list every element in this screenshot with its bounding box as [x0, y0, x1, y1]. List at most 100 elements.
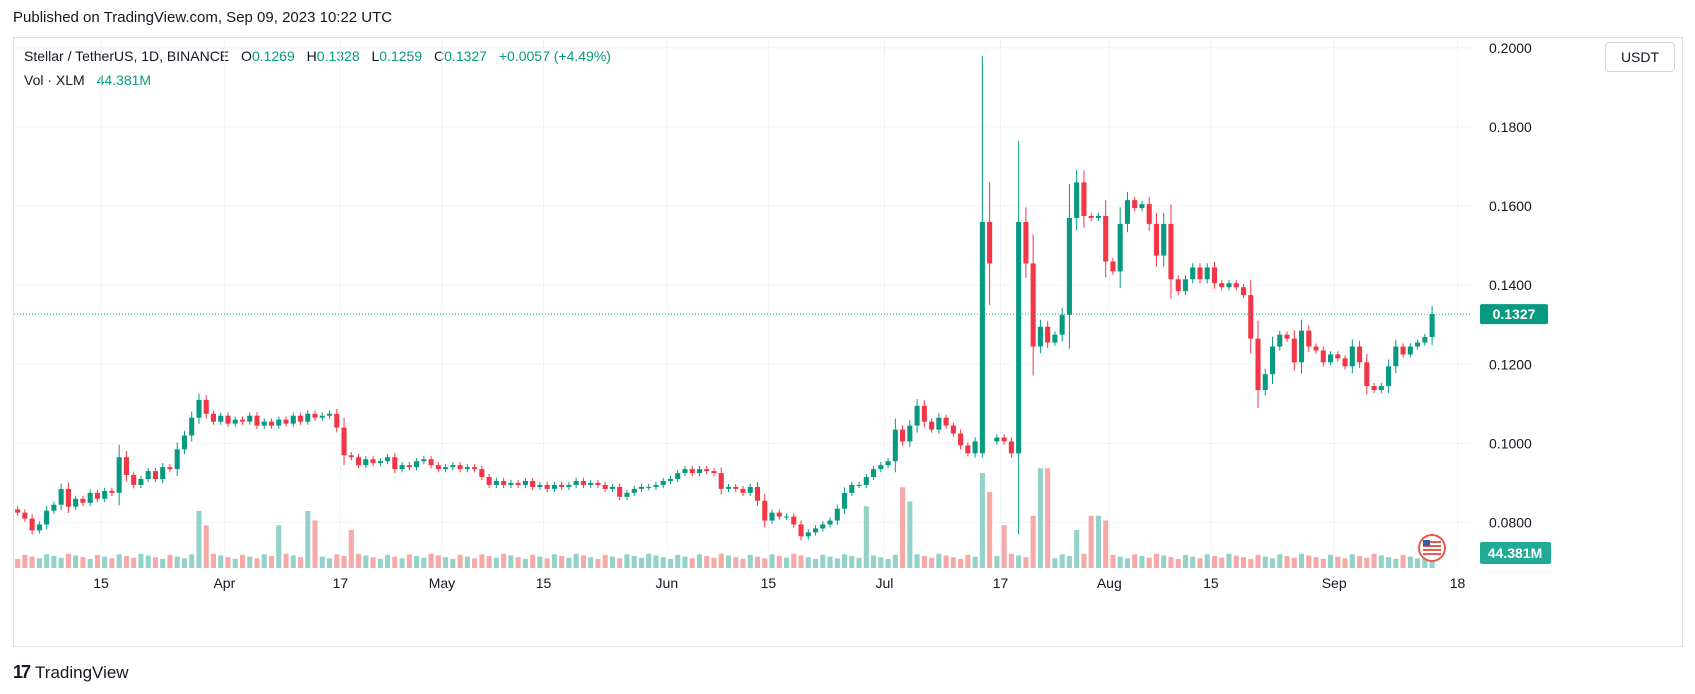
us-flag-icon	[1418, 534, 1446, 562]
candle-up	[1298, 330, 1305, 363]
candle-down	[689, 469, 695, 474]
volume-bar	[196, 511, 202, 568]
candle-down	[1045, 326, 1051, 343]
candle-up	[660, 480, 666, 485]
volume-bar	[1161, 555, 1167, 568]
volume-bar	[1364, 557, 1370, 568]
volume-bar	[1066, 556, 1072, 568]
volume-bar	[515, 557, 521, 568]
volume-bar	[522, 558, 528, 568]
volume-bar	[1400, 554, 1406, 568]
volume-bar	[863, 506, 869, 568]
volume-bar	[617, 558, 623, 568]
candle-up	[696, 469, 703, 474]
volume-bar	[334, 554, 340, 568]
candle-down	[80, 498, 86, 503]
candle-down	[740, 488, 746, 493]
candle-down	[929, 421, 935, 430]
volume-bar	[1103, 520, 1109, 568]
volume-bar	[225, 557, 231, 568]
volume-bar	[297, 557, 304, 568]
candle-up	[863, 477, 869, 485]
chart-frame	[13, 37, 1683, 647]
volume-bar	[22, 554, 28, 568]
time-tick-label: 17	[333, 575, 349, 591]
volume-badge-label: 44.381M	[1488, 545, 1542, 561]
volume-bar	[131, 557, 137, 568]
volume-bar	[94, 554, 100, 568]
volume-bar	[1291, 557, 1297, 568]
candle-down	[515, 482, 521, 485]
volume-bar	[537, 556, 543, 568]
volume-bar	[326, 558, 333, 568]
candle-up	[1161, 223, 1167, 256]
candle-down	[776, 512, 782, 517]
candle-down	[22, 512, 28, 519]
volume-bar	[1081, 553, 1087, 568]
volume-bar	[609, 556, 615, 568]
symbol-title[interactable]: Stellar / TetherUS, 1D, BINANCE	[24, 48, 230, 64]
volume-bar	[921, 556, 927, 568]
volume-bar	[1132, 554, 1138, 568]
volume-bar	[1197, 558, 1203, 568]
price-tick-label: 0.1000	[1489, 435, 1532, 451]
volume-bar	[1088, 515, 1094, 568]
volume-bar	[1219, 557, 1225, 568]
candle-up	[1016, 221, 1022, 454]
time-axis[interactable]: 15 Apr 17 May 15 Jun 15 Jul 17 Aug 15 Sep 18	[93, 575, 1465, 591]
volume-bar	[834, 558, 840, 568]
candle-up	[638, 486, 644, 489]
candle-up	[102, 490, 108, 499]
candle-down	[602, 484, 608, 489]
candle-down	[1371, 386, 1377, 391]
volume-bar	[356, 553, 362, 568]
volume-bar	[892, 554, 898, 568]
volume-label[interactable]: Vol · XLM	[24, 72, 85, 88]
candle-down	[428, 459, 434, 466]
price-axis[interactable]: 0.2000 0.1800 0.1600 0.1400 0.1200 0.1000 0.08…	[1480, 40, 1551, 564]
candle-down	[1240, 287, 1247, 296]
candle-down	[1357, 346, 1363, 363]
brand[interactable]: 17 TradingView	[13, 662, 129, 683]
volume-bar	[1153, 553, 1160, 568]
candle-down	[203, 399, 209, 414]
volume-bar	[450, 558, 456, 568]
candle-down	[1219, 283, 1225, 288]
candle-down	[1175, 279, 1181, 292]
open-label: O	[241, 48, 252, 64]
volume-bar	[457, 554, 463, 568]
volume-bar	[283, 553, 289, 568]
candle-down	[312, 413, 318, 418]
candle-up	[1124, 200, 1130, 224]
volume-bar	[842, 554, 848, 568]
volume-bar	[878, 557, 884, 568]
time-tick-label: Sep	[1322, 575, 1347, 591]
candle-down	[559, 484, 565, 487]
candle-down	[1255, 338, 1261, 391]
volume-bar	[979, 473, 985, 568]
volume-bar	[667, 558, 674, 568]
volume-bar	[631, 556, 637, 568]
volume-value: 44.381M	[96, 72, 152, 88]
candle-down	[239, 419, 246, 422]
candle-up	[805, 532, 811, 537]
candle-down	[1313, 346, 1319, 351]
candle-up	[493, 480, 499, 485]
candle-up	[849, 484, 855, 493]
volume-bar	[406, 554, 412, 568]
volume-bar	[464, 556, 470, 568]
flag-stripe	[1423, 545, 1441, 547]
volume-bar	[428, 553, 434, 568]
volume-bar	[501, 553, 507, 568]
candle-down	[210, 413, 217, 422]
currency-button[interactable]: USDT	[1605, 42, 1675, 72]
flag-canton	[1423, 540, 1430, 546]
grid-lines	[14, 38, 1472, 568]
volume-bar	[305, 511, 311, 568]
volume-bar	[646, 553, 652, 568]
volume-bar	[290, 555, 296, 568]
ohlc-legend: Stellar / TetherUS, 1D, BINANCE O0.1269 …	[24, 48, 611, 64]
candle-up	[624, 492, 630, 497]
candle-up	[1422, 337, 1428, 343]
